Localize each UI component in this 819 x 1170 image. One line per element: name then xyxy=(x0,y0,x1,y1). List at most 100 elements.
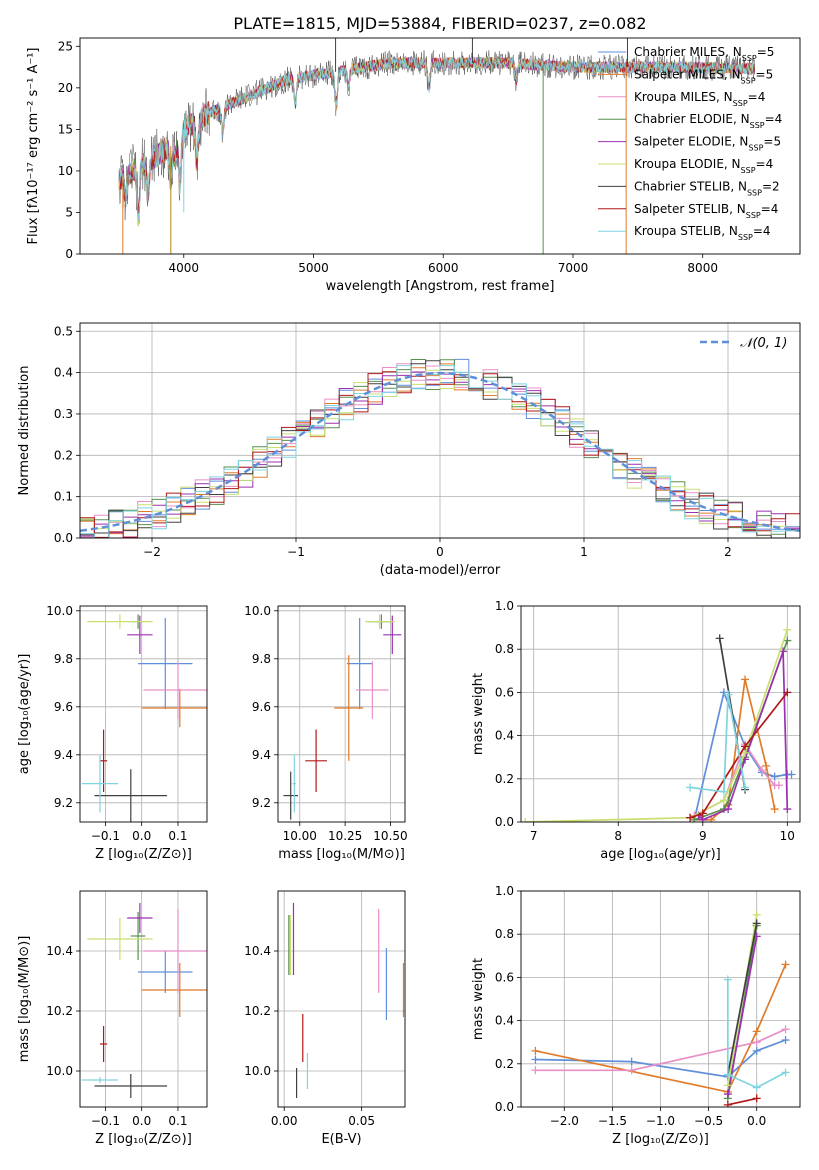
y-tick-label: 9.8 xyxy=(252,652,271,666)
weight-marker xyxy=(757,766,766,775)
weight-marker xyxy=(719,787,728,796)
histogram-series-8 xyxy=(80,365,800,538)
weight-marker xyxy=(781,1025,790,1034)
weight-marker xyxy=(783,636,792,645)
x-axis-label: age [log₁₀(age/yr)] xyxy=(600,847,721,862)
y-tick-label: 10.0 xyxy=(244,1064,271,1078)
normal-curve-legend-label: 𝒩(0, 1) xyxy=(740,336,787,351)
spectrum-line xyxy=(118,55,755,220)
legend-entry-sub: SSP xyxy=(750,121,765,130)
weight-line-5 xyxy=(525,629,789,822)
weight-marker xyxy=(723,1081,732,1090)
x-tick-label: 7 xyxy=(530,829,538,843)
legend-entry-tail: =4 xyxy=(761,202,779,216)
x-tick-label: 0.05 xyxy=(348,1114,375,1128)
weight-marker xyxy=(707,815,716,822)
y-axis-label: mass [log₁₀(M/M⊙)] xyxy=(17,936,32,1063)
weight-marker xyxy=(627,1066,636,1075)
legend-entry-base: Kroupa MILES, N xyxy=(634,90,733,104)
legend-entry-base: Chabrier MILES, N xyxy=(634,45,742,59)
x-tick-label: 10.25 xyxy=(328,829,362,843)
x-tick-label: −1 xyxy=(287,545,305,559)
x-tick-label: 4000 xyxy=(169,261,200,275)
y-tick-label: 9.2 xyxy=(252,796,271,810)
weight-marker xyxy=(783,805,792,814)
legend-entry-base: Kroupa STELIB, N xyxy=(634,224,738,238)
x-tick-label: −2 xyxy=(143,545,161,559)
weight-marker xyxy=(715,634,724,643)
x-tick-label: 1 xyxy=(580,545,588,559)
x-tick-label: −2.0 xyxy=(550,1114,579,1128)
weight-marker xyxy=(723,1100,732,1107)
y-tick-label: 10.0 xyxy=(46,604,73,618)
weight-line-4 xyxy=(697,651,789,821)
legend-entry-5: Kroupa ELODIE, NSSP=4 xyxy=(634,157,773,175)
x-tick-label: −1.0 xyxy=(646,1114,675,1128)
y-tick-label: 9.6 xyxy=(54,700,73,714)
panel-age-vs-Z: −0.1 0.0 0.1 9.2 9.4 9.6 9.8 10.0 Z [log₁₀(Z/Z⊙)… xyxy=(17,604,208,862)
x-axis-label: Z [log₁₀(Z/Z⊙)] xyxy=(95,1132,192,1147)
x-tick-label: −0.5 xyxy=(694,1114,723,1128)
weight-marker xyxy=(752,1027,761,1036)
legend-entry-base: Chabrier STELIB, N xyxy=(634,179,747,193)
weight-marker xyxy=(531,1046,540,1055)
legend-entry-tail: =5 xyxy=(757,45,775,59)
plot-area xyxy=(288,903,405,1098)
legend-entry-base: Salpeter MILES, N xyxy=(634,67,741,81)
x-tick-label: 0.00 xyxy=(271,1114,298,1128)
y-tick-label: 1.0 xyxy=(495,884,514,898)
y-tick-label: 0.3 xyxy=(54,407,73,421)
weight-marker xyxy=(741,783,750,792)
y-tick-label: 0.0 xyxy=(54,531,73,545)
panel-mass-vs-ebv: 0.00 0.05 10.0 10.2 10.4 E(B-V) xyxy=(244,890,406,1147)
legend-entry-sub: SSP xyxy=(741,166,756,175)
y-tick-label: 10 xyxy=(58,164,73,178)
legend-entry-sub: SSP xyxy=(741,76,756,85)
legend-entry-sub: SSP xyxy=(747,188,762,197)
plot-area xyxy=(521,625,796,822)
y-tick-label: 10.4 xyxy=(46,944,73,958)
y-tick-label: 5 xyxy=(65,205,73,219)
y-tick-label: 10.4 xyxy=(244,944,271,958)
y-tick-label: 10.0 xyxy=(244,604,271,618)
x-tick-label: 0.0 xyxy=(132,829,151,843)
x-tick-label: 0 xyxy=(436,545,444,559)
x-tick-label: 7000 xyxy=(558,261,589,275)
axes-frame xyxy=(277,890,406,1108)
legend-entry-tail: =5 xyxy=(763,135,781,149)
x-tick-label: 10.50 xyxy=(373,829,407,843)
x-tick-label: 8 xyxy=(614,829,622,843)
y-tick-label: 25 xyxy=(58,39,73,53)
axes-frame xyxy=(277,605,406,823)
x-tick-label: 5000 xyxy=(298,261,329,275)
histogram-series-7 xyxy=(80,371,800,538)
y-tick-label: 0.1 xyxy=(54,490,73,504)
y-tick-label: 1.0 xyxy=(495,599,514,613)
legend-entry-2: Kroupa MILES, NSSP=4 xyxy=(634,90,765,108)
x-axis-label: E(B-V) xyxy=(321,1132,361,1147)
legend-entry-6: Chabrier STELIB, NSSP=2 xyxy=(634,179,780,197)
x-tick-label: 0.1 xyxy=(168,1114,187,1128)
y-tick-label: 9.4 xyxy=(54,748,73,762)
weight-marker xyxy=(723,1090,732,1099)
weight-marker xyxy=(521,818,530,822)
x-axis-label: Z [log₁₀(Z/Z⊙)] xyxy=(95,847,192,862)
weight-line-3 xyxy=(694,640,789,821)
weight-marker xyxy=(752,1046,761,1055)
legend-entry-tail: =4 xyxy=(748,90,766,104)
legend-entry-sub: SSP xyxy=(748,143,763,152)
panel-massweight-vs-age: 7 8 9 10 0.0 0.2 0.4 0.6 0.8 1.0 age [log₁₀(age/yr… xyxy=(471,599,801,862)
weight-marker xyxy=(752,1094,761,1103)
y-tick-label: 0.6 xyxy=(495,685,514,699)
axes-frame xyxy=(520,890,801,1108)
y-tick-label: 10.2 xyxy=(244,1004,271,1018)
x-axis-label: (data-model)/error xyxy=(380,563,501,578)
x-tick-label: 8000 xyxy=(687,261,718,275)
y-tick-label: 10.2 xyxy=(46,1004,73,1018)
weight-marker xyxy=(783,625,792,634)
plot-area xyxy=(81,614,207,822)
plot-area xyxy=(283,614,402,820)
axes-frame xyxy=(79,605,208,823)
legend-entry-tail: =2 xyxy=(762,179,780,193)
